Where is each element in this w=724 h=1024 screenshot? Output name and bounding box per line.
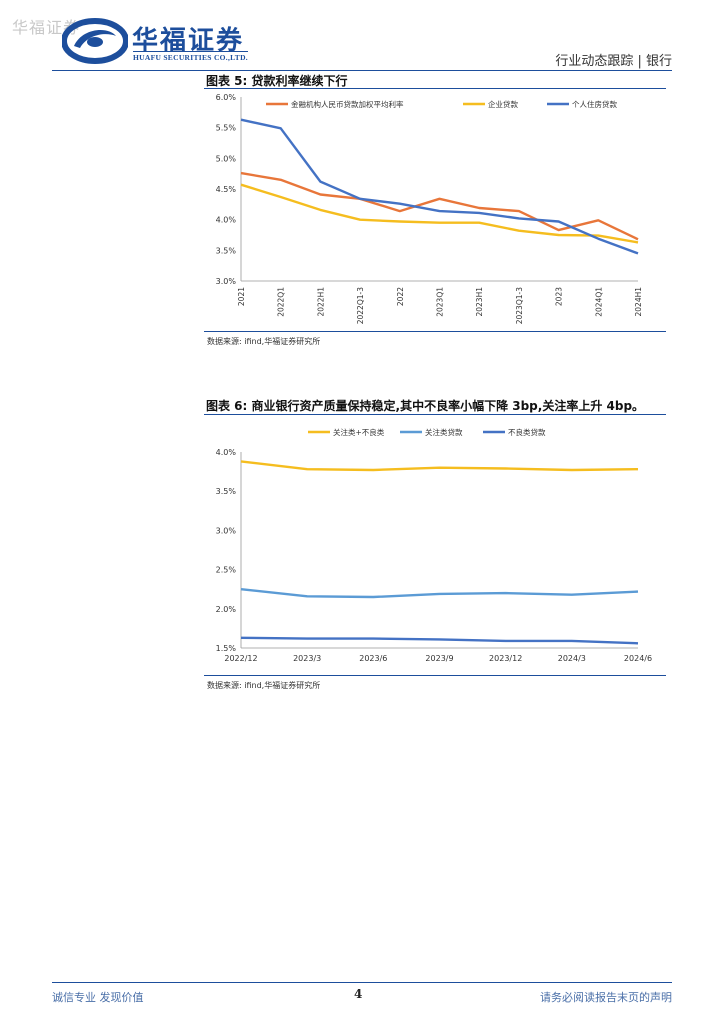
x-tick-label: 2023H1 [475,287,484,317]
asset-quality-chart: 1.5% 2.0% 2.5% 3.0% 3.5% 4.0% 2022/12 2023/3 202… [216,427,652,663]
y-tick-label: 3.5% [216,487,237,496]
x-tick-label: 2023/12 [489,654,522,663]
y-tick-label: 3.0% [216,277,237,286]
logo-emblem-icon [61,18,129,64]
legend-label-2: 企业贷款 [488,99,518,109]
logo-english-name: HUAFU SECURITIES CO.,LTD. [133,51,248,62]
y-tick-label: 3.0% [216,526,237,535]
figure6-top-rule [204,414,666,415]
page-number: 4 [354,987,363,1001]
x-tick-label: 2022/12 [224,654,257,663]
x-tick-label: 2023/6 [359,654,387,663]
legend-label-2: 关注类贷款 [425,427,463,437]
series-line-1 [240,460,639,472]
x-tick-label: 2023/9 [425,654,453,663]
series-line-3 [240,118,639,255]
loan-rate-chart: 3.0% 3.5% 4.0% 4.5% 5.0% 5.5% 6.0% 2021 2022Q1 20… [216,93,643,324]
y-tick-label: 1.5% [216,644,237,653]
legend-label-1: 金融机构人民币贷款加权平均利率 [291,99,404,109]
y-tick-label: 4.0% [216,448,237,457]
figure5-bottom-rule [204,331,666,332]
figure6-title: 图表 6: 商业银行资产质量保持稳定,其中不良率小幅下降 3bp,关注率上升 4… [206,399,645,413]
x-tick-label: 2024Q1 [594,287,603,317]
x-tick-label: 2022H1 [316,287,325,317]
figure6-source: 数据来源: ifind,华福证券研究所 [207,681,321,690]
series-line-2 [240,183,639,244]
x-tick-label: 2022 [396,287,405,306]
legend-label-1: 关注类+不良类 [333,427,385,437]
x-tick-label: 2022Q1 [277,287,286,317]
y-tick-label: 4.5% [216,185,237,194]
x-tick-label: 2024/6 [624,654,652,663]
report-category: 行业动态跟踪 | 银行 [555,54,672,69]
y-tick-label: 4.0% [216,216,237,225]
series-line-3 [240,636,639,645]
footer-disclaimer: 请务必阅读报告末页的声明 [540,991,672,1004]
y-tick-label: 2.0% [216,605,237,614]
x-tick-label: 2023Q1-3 [515,287,524,324]
company-logo: 华福证券 HUAFU SECURITIES CO.,LTD. [61,18,272,64]
x-tick-label: 2024H1 [634,287,643,317]
figure6-bottom-rule [204,675,666,676]
header-divider [52,70,672,71]
x-tick-label: 2023 [555,287,564,306]
series-line-2 [240,588,639,599]
y-tick-label: 3.5% [216,246,237,255]
figure5-title: 图表 5: 贷款利率继续下行 [206,74,348,88]
footer-divider [52,982,672,983]
footer-slogan: 诚信专业 发现价值 [52,991,144,1004]
figure5-source: 数据来源: ifind,华福证券研究所 [207,337,321,346]
x-tick-label: 2024/3 [558,654,586,663]
y-tick-label: 5.5% [216,124,237,133]
y-tick-label: 5.0% [216,154,237,163]
legend-label-3: 不良类贷款 [508,427,546,437]
x-tick-label: 2023Q1 [436,287,445,317]
watermark-text: 华福证券 [12,18,81,37]
x-tick-label: 2021 [237,287,246,306]
x-tick-label: 2023/3 [293,654,321,663]
y-tick-label: 6.0% [216,93,237,102]
figure5-top-rule [204,88,666,89]
x-tick-label: 2022Q1-3 [356,287,365,324]
legend-label-3: 个人住房贷款 [572,99,617,109]
y-tick-label: 2.5% [216,566,237,575]
